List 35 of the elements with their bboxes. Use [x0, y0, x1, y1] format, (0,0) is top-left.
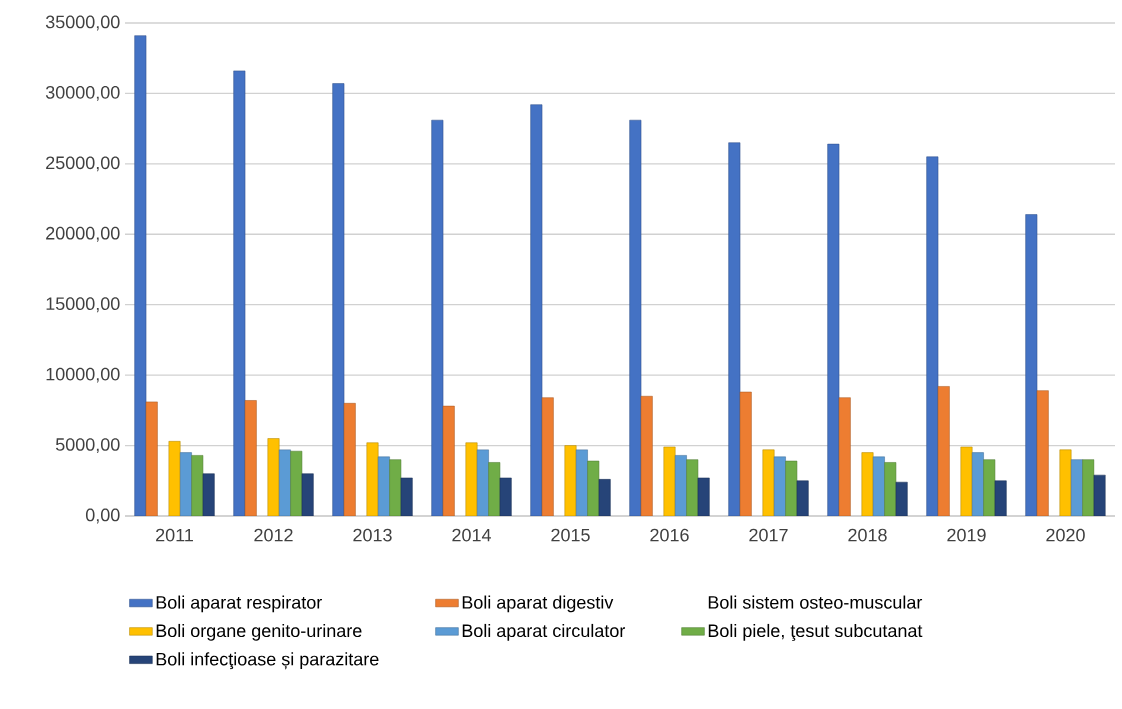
bar	[960, 446, 973, 516]
y-tick-label: 30000,00	[45, 85, 120, 101]
bar	[168, 441, 181, 516]
bar	[861, 452, 874, 516]
x-tick-label: 2018	[848, 528, 887, 542]
bar	[564, 445, 577, 516]
y-tick-label: 10000,00	[46, 367, 120, 383]
legend-label: Boli piele, ţesut subcutanat	[708, 623, 923, 641]
bar	[465, 442, 478, 516]
legend-label: Boli aparat circulator	[462, 623, 626, 641]
x-tick-label: 2011	[156, 528, 193, 542]
legend-label: Boli infecţioase și parazitare	[156, 652, 379, 670]
x-tick-label: 2019	[947, 528, 986, 542]
x-tick-label: 2013	[353, 528, 392, 542]
y-tick-label: 25000,00	[46, 156, 120, 172]
y-tick-label: 15000,00	[46, 297, 120, 313]
legend-label: Boli organe genito-urinare	[156, 623, 362, 641]
bar	[267, 438, 280, 516]
text: Boli sistem osteo-muscular	[708, 595, 923, 609]
x-tick-label: 2017	[749, 528, 788, 542]
legend-label: Boli aparat digestiv	[462, 595, 614, 613]
bar	[663, 446, 676, 516]
x-tick-label: 2014	[452, 528, 491, 542]
y-tick-label: 5000,00	[55, 438, 120, 453]
x-tick-label: 2015	[551, 528, 590, 542]
y-tick-label: 35000,00	[45, 15, 120, 31]
legend-label: Boli aparat respirator	[156, 595, 322, 613]
bar	[762, 449, 775, 516]
bar	[366, 442, 379, 516]
x-tick-label: 2020	[1046, 528, 1085, 542]
bar	[1059, 449, 1072, 516]
x-tick-label: 2012	[254, 528, 293, 542]
y-tick-label: 0,00	[85, 508, 120, 524]
x-tick-label: 2016	[650, 528, 689, 542]
y-tick-label: 20000,00	[46, 226, 120, 242]
